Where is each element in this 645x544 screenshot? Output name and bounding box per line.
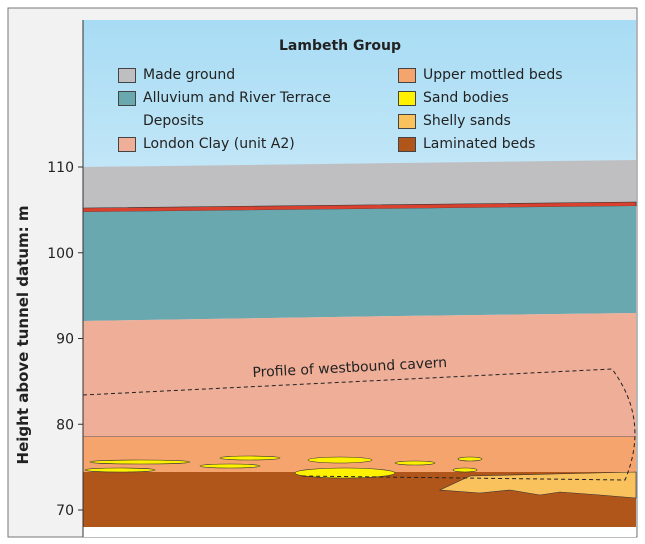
- legend-label: Made ground: [143, 64, 363, 87]
- y-axis-label: Height above tunnel datum: m: [14, 206, 32, 465]
- legend-swatch: [118, 91, 136, 106]
- upper-mottled: [83, 437, 636, 472]
- page: Profile of westbound cavern Height above…: [0, 0, 645, 544]
- legend-label: Alluvium and River Terrace Deposits: [143, 87, 358, 133]
- legend-swatch: [118, 137, 136, 152]
- tick-label: 80: [56, 417, 74, 433]
- legend-swatch: [398, 68, 416, 83]
- tick-label: 70: [56, 503, 74, 519]
- legend-swatch: [118, 68, 136, 83]
- legend-label: Upper mottled beds: [423, 64, 643, 87]
- tick-label: 110: [47, 160, 74, 176]
- legend-swatch: [398, 114, 416, 129]
- legend-label: Sand bodies: [423, 87, 643, 110]
- legend-title: Lambeth Group: [279, 38, 401, 54]
- tick-label: 100: [47, 246, 74, 262]
- alluvium: [83, 206, 636, 321]
- legend-swatch: [398, 91, 416, 106]
- legend-label: Laminated beds: [423, 133, 643, 156]
- tick-label: 90: [56, 332, 74, 348]
- legend-label: Shelly sands: [423, 110, 643, 133]
- made-ground: [83, 160, 636, 208]
- legend-label: London Clay (unit A2): [143, 133, 363, 156]
- legend-swatch: [398, 137, 416, 152]
